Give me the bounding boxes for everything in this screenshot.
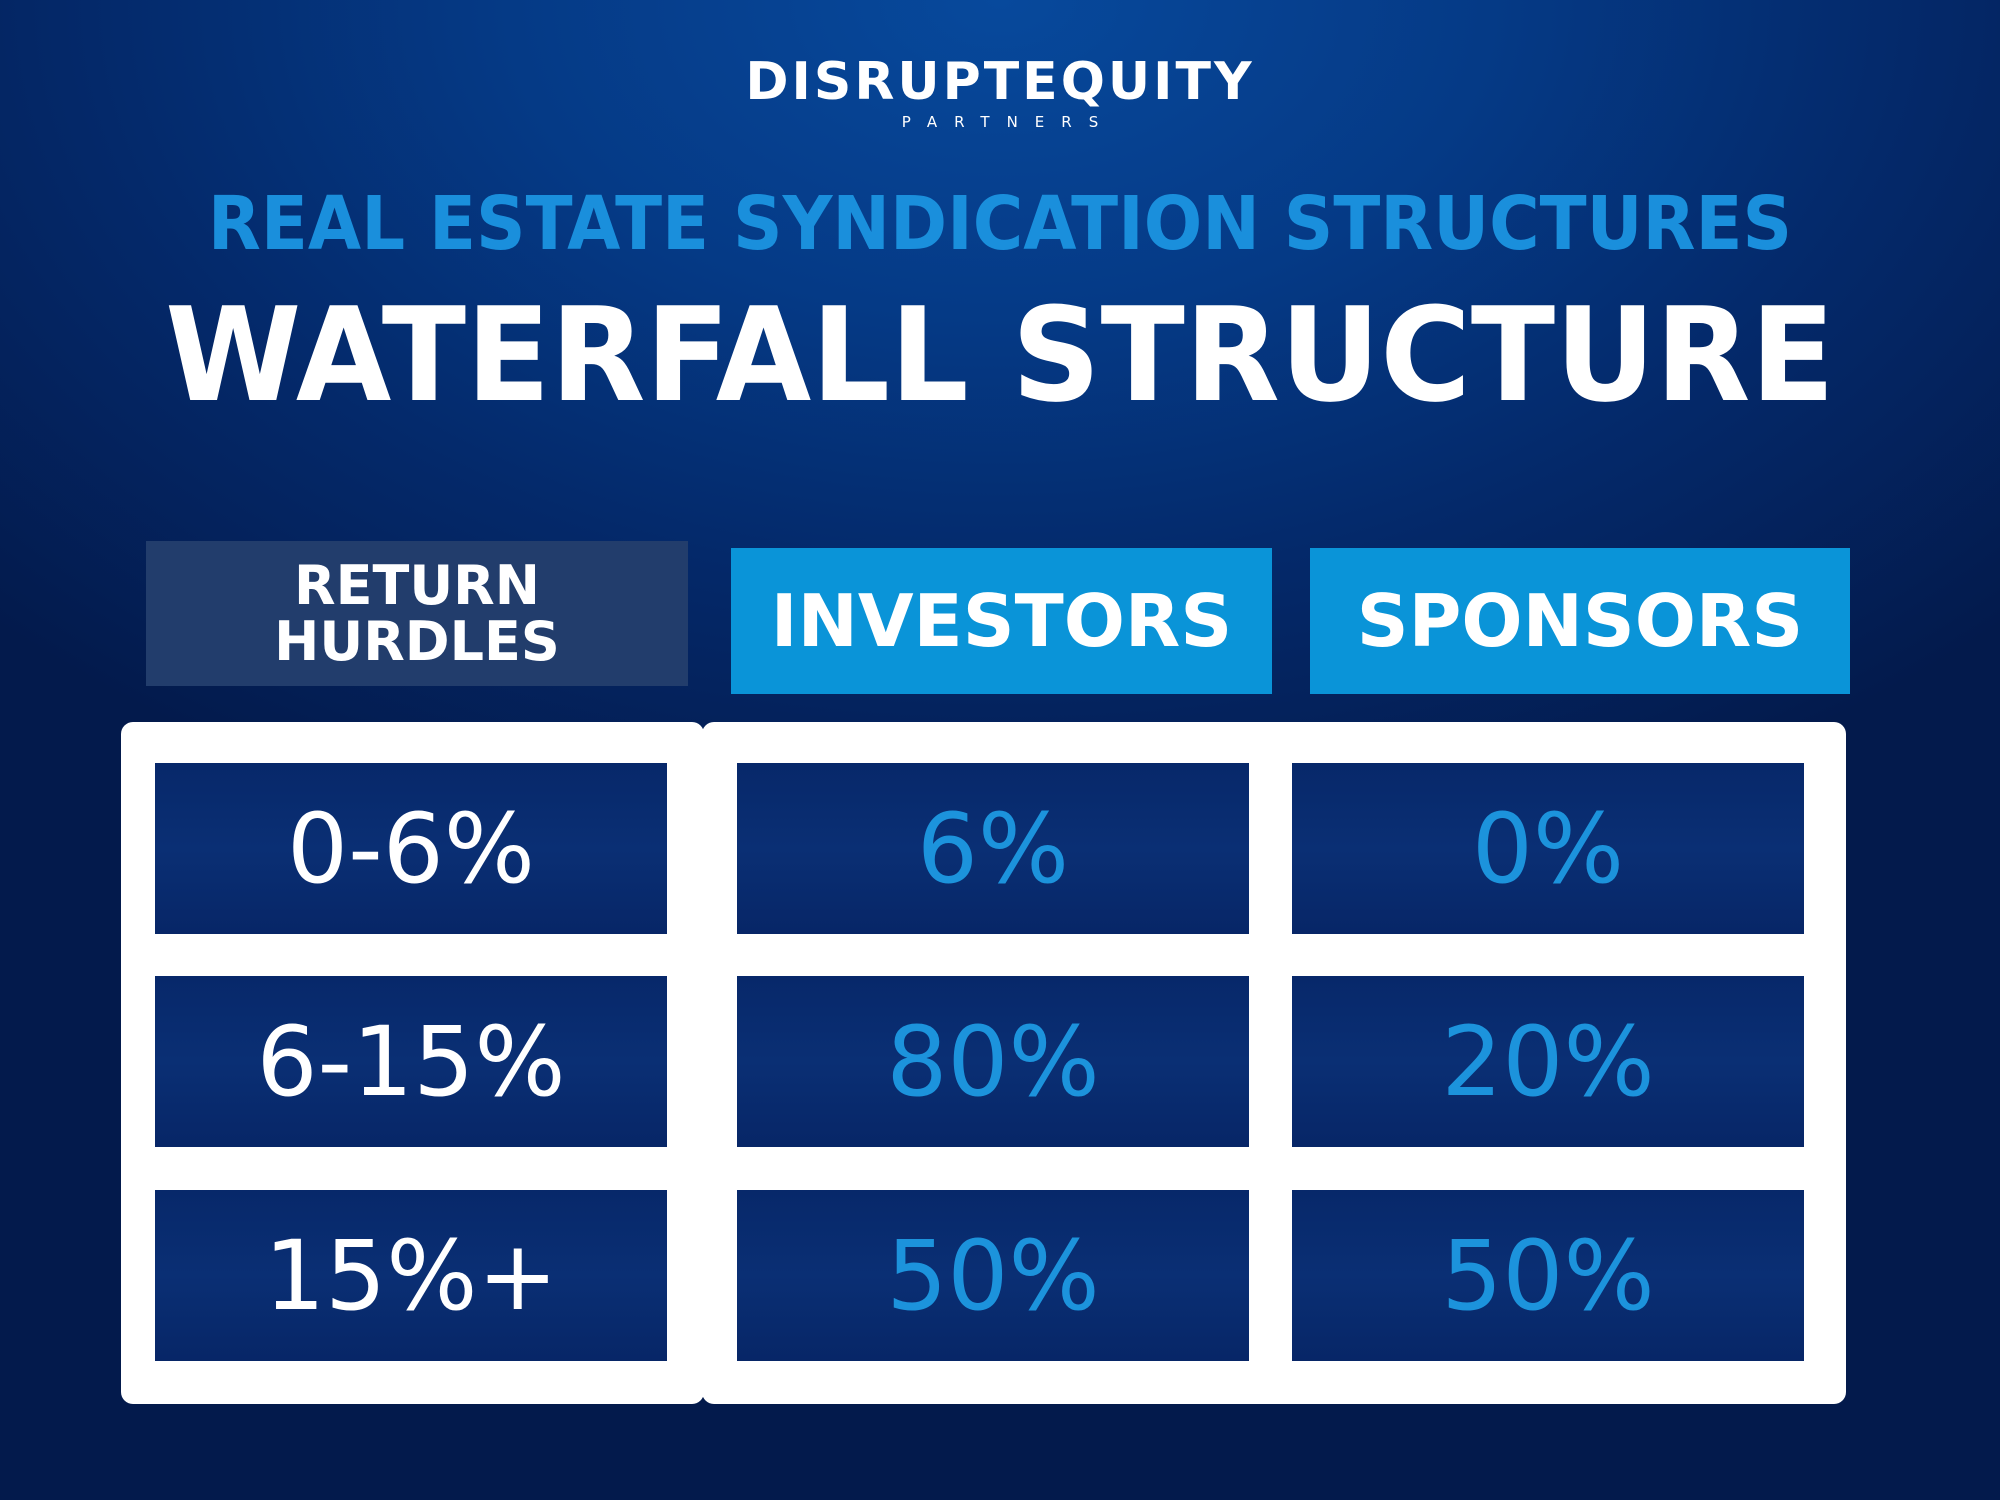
logo-tagline: PARTNERS	[901, 113, 1116, 131]
header-return-hurdles: RETURN HURDLES	[146, 541, 688, 686]
table-cell-hurdle: 0-6%	[155, 763, 667, 934]
table-cell-hurdle: 15%+	[155, 1190, 667, 1361]
table-cell-investors: 80%	[737, 976, 1249, 1147]
table-cell-investors: 6%	[737, 763, 1249, 934]
investors-share: 50%	[886, 1219, 1100, 1332]
table-cell-sponsors: 20%	[1292, 976, 1804, 1147]
header-investors-label: INVESTORS	[770, 579, 1233, 663]
header-sponsors-label: SPONSORS	[1356, 579, 1804, 663]
page-title: WATERFALL STRUCTURE	[165, 279, 1835, 431]
header-sponsors: SPONSORS	[1310, 548, 1850, 694]
hurdle-value: 15%+	[264, 1219, 558, 1332]
table-cell-investors: 50%	[737, 1190, 1249, 1361]
logo-name: DISRUPTEQUITY	[745, 52, 1255, 112]
hurdle-value: 6-15%	[256, 1005, 566, 1118]
hurdle-value: 0-6%	[286, 792, 535, 905]
super-title: REAL ESTATE SYNDICATION STRUCTURES	[207, 181, 1793, 267]
sponsors-share: 20%	[1441, 1005, 1655, 1118]
sponsors-share: 0%	[1471, 792, 1625, 905]
table-cell-sponsors: 50%	[1292, 1190, 1804, 1361]
investors-share: 6%	[916, 792, 1070, 905]
brand-logo: DISRUPTEQUITY PARTNERS	[0, 52, 2000, 132]
header-investors: INVESTORS	[731, 548, 1272, 694]
table-cell-hurdle: 6-15%	[155, 976, 667, 1147]
header-return-hurdles-label: RETURN HURDLES	[274, 553, 560, 673]
sponsors-share: 50%	[1441, 1219, 1655, 1332]
table-cell-sponsors: 0%	[1292, 763, 1804, 934]
investors-share: 80%	[886, 1005, 1100, 1118]
